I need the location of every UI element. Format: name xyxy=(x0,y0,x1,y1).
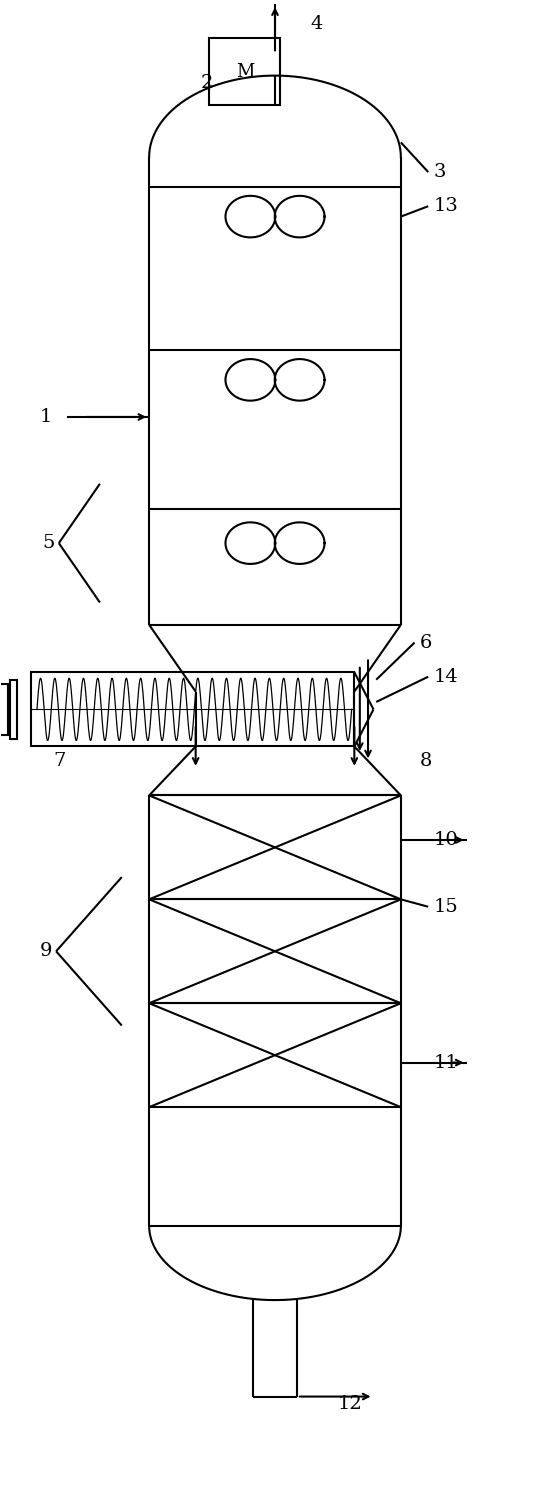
Text: 5: 5 xyxy=(42,534,55,552)
Text: 15: 15 xyxy=(434,898,459,916)
Text: 3: 3 xyxy=(434,164,446,181)
Bar xyxy=(31,672,354,746)
Text: 6: 6 xyxy=(420,633,432,651)
Text: 4: 4 xyxy=(311,15,323,33)
Text: 11: 11 xyxy=(434,1054,459,1072)
Bar xyxy=(0,684,8,735)
Text: 1: 1 xyxy=(40,407,52,425)
Text: 2: 2 xyxy=(201,74,213,92)
Text: 12: 12 xyxy=(338,1395,362,1413)
Text: 7: 7 xyxy=(53,752,66,770)
Text: 13: 13 xyxy=(434,198,459,216)
Bar xyxy=(9,680,16,739)
Bar xyxy=(210,39,280,106)
Text: 10: 10 xyxy=(434,831,459,849)
Text: 14: 14 xyxy=(434,668,459,686)
Text: 8: 8 xyxy=(420,752,432,770)
Text: 9: 9 xyxy=(40,943,52,961)
Text: M: M xyxy=(236,62,254,80)
